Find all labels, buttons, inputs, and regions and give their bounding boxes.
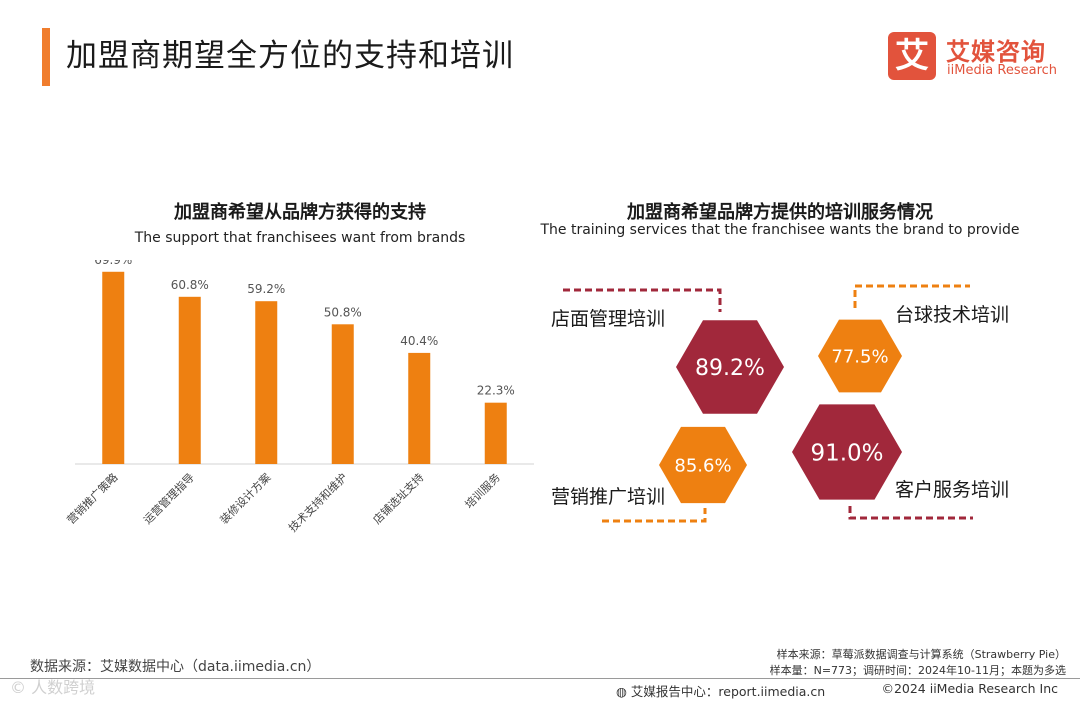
bar-category-label: 营销推广策略 (64, 470, 121, 527)
logo-en-text: iiMedia Research (947, 63, 1058, 78)
report-globe-icon: ◍ (616, 684, 631, 699)
hex-connector-line (563, 288, 722, 312)
bar-value-label: 40.4% (400, 334, 438, 348)
hex-connector-line (848, 506, 973, 520)
bar (178, 296, 201, 464)
hex-connector-line (853, 284, 970, 308)
hex-chart-subtitle: The training services that the franchise… (540, 222, 1020, 238)
bar-value-label: 59.2% (247, 282, 285, 296)
logo: 艾 艾媒咨询 iiMedia Research (888, 32, 1064, 82)
hexagon-category-label: 台球技术培训 (895, 304, 1009, 326)
hexagon-category-label: 营销推广培训 (551, 486, 665, 508)
logo-mark: 艾 (888, 32, 936, 80)
hex-chart: 89.2% 店面管理培训 77.5% 台球技术培训 85.6% 营销推广培训 91.0% 客户… (551, 284, 1009, 523)
hexagon-value: 91.0% (810, 440, 883, 466)
bar-category-label: 培训服务 (462, 470, 503, 511)
bar (331, 324, 354, 464)
bar-chart: 69.9% 营销推广策略 60.8% 运营管理指导 59.2% 装修设计方案 50.8% 技术… (64, 260, 534, 535)
page-title: 加盟商期望全方位的支持和培训 (66, 38, 514, 74)
hexagon (818, 319, 902, 393)
bar-category-label: 店铺选址支持 (370, 470, 427, 527)
bar (102, 271, 125, 464)
hexagon-value: 89.2% (695, 356, 765, 381)
bar (255, 301, 278, 464)
watermark: © 人数跨境 (10, 678, 96, 697)
hexagon (659, 426, 747, 504)
bar-category-label: 运营管理指导 (140, 470, 197, 527)
bar-chart-title: 加盟商希望从品牌方获得的支持 (174, 202, 426, 223)
hexagon (792, 404, 902, 500)
footer-divider (0, 678, 1080, 679)
bar-value-label: 22.3% (477, 384, 515, 398)
hexagon (676, 320, 784, 414)
hex-chart-title: 加盟商希望品牌方提供的培训服务情况 (627, 202, 933, 223)
bar-category-label: 技术支持和维护 (286, 470, 350, 534)
bar-value-label: 50.8% (324, 305, 362, 319)
bar (408, 352, 431, 464)
bar-value-label: 60.8% (171, 278, 209, 292)
bar-chart-subtitle: The support that franchisees want from b… (134, 230, 466, 246)
hexagon-category-label: 店面管理培训 (551, 308, 665, 330)
hexagon-value: 85.6% (674, 455, 731, 476)
footer-sample-info: 样本量：N=773；调研时间：2024年10-11月；本题为多选 (769, 664, 1066, 677)
footer-report-text: 艾媒报告中心：report.iimedia.cn (630, 684, 826, 699)
hex-connector-line (602, 508, 707, 523)
hexagon-category-label: 客户服务培训 (895, 479, 1009, 501)
title-accent-bar (42, 28, 50, 86)
bar (484, 402, 507, 464)
hexagon-value: 77.5% (831, 346, 888, 367)
footer-report-center[interactable]: ◍ 艾媒报告中心：report.iimedia.cn (616, 681, 825, 700)
footer-copyright: ©2024 iiMedia Research Inc (881, 681, 1058, 696)
footer-source: 数据来源：艾媒数据中心（data.iimedia.cn） (30, 659, 321, 675)
bar-category-label: 装修设计方案 (217, 470, 274, 527)
footer-sample-source: 样本来源：草莓派数据调查与计算系统（Strawberry Pie） (776, 648, 1066, 661)
logo-cn-text: 艾媒咨询 (946, 38, 1046, 66)
bar-value-label: 69.9% (94, 260, 132, 267)
